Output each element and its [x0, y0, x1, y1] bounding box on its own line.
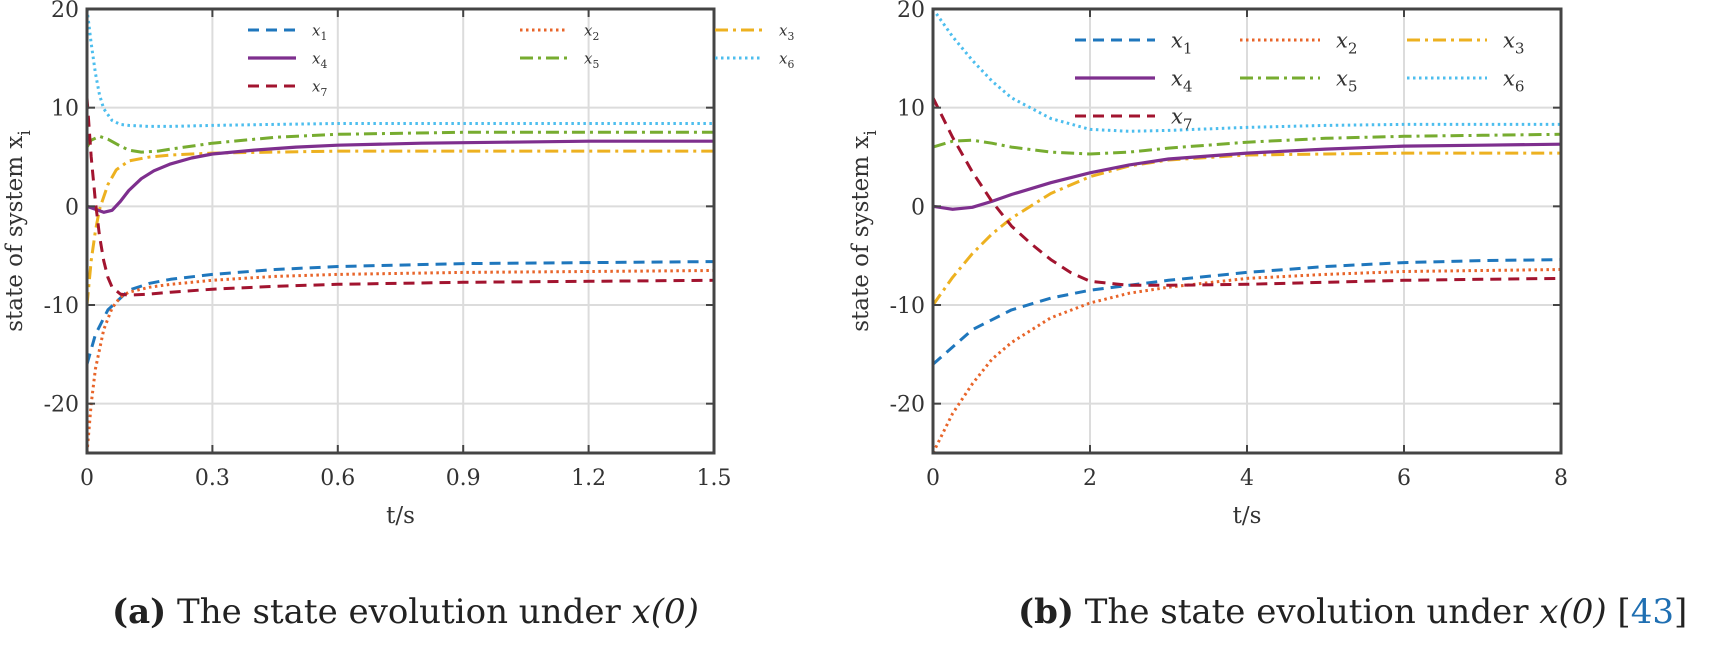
y-tick-label: 0	[65, 195, 79, 220]
chart-panel-b: 0 2 4 6 8 -20 -10 0 10 20 t/s state of system xi x1 x…	[848, 0, 1568, 529]
caption-a: (a) The state evolution under x(0)	[112, 592, 699, 632]
x-tick-label: 0	[80, 466, 94, 491]
legend-label-x4: x4	[1171, 66, 1192, 95]
legend-label-x1: x1	[1171, 28, 1192, 57]
series-line-x7	[933, 97, 1561, 287]
caption-b-ref-open: [	[1606, 592, 1631, 632]
y-tick-label: 10	[51, 97, 79, 122]
y-tick-label: -10	[44, 294, 79, 319]
y-axis-label: state of system xi	[2, 130, 35, 332]
x-tick-label: 1.2	[571, 466, 606, 491]
x-tick-label: 2	[1083, 466, 1097, 491]
caption-a-math: x(0)	[631, 592, 699, 632]
axes-box	[85, 7, 716, 455]
caption-a-text: The state evolution under	[166, 592, 632, 632]
series-line-x1	[87, 260, 714, 365]
x-tick-label: 0	[926, 466, 940, 491]
y-tick-label: 20	[51, 0, 79, 23]
series-line-x5	[933, 132, 1561, 156]
series-line-x2	[87, 269, 714, 453]
legend-label-x6: x6	[1503, 66, 1524, 95]
y-axis-label-main: state of system x	[848, 136, 874, 332]
legend-label-x7: x7	[1171, 104, 1192, 133]
x-tick-label: 0.9	[446, 466, 481, 491]
x-tick-label: 6	[1397, 466, 1411, 491]
y-tick-label: 20	[897, 0, 925, 23]
x-tick-label: 0.3	[195, 466, 230, 491]
x-tick-label: 8	[1554, 466, 1568, 491]
y-tick-label: -20	[890, 393, 925, 418]
legend-label-x5: x5	[1336, 66, 1357, 95]
legend-label-x6: x6	[779, 49, 794, 71]
series-line-x2	[933, 268, 1561, 453]
series-line-x6	[933, 9, 1561, 133]
series-line-x5	[87, 130, 714, 154]
caption-b-math: x(0)	[1539, 592, 1607, 632]
x-tick-label: 0.6	[320, 466, 355, 491]
caption-b-label: (b)	[1018, 592, 1074, 632]
caption-b-text: The state evolution under	[1073, 592, 1540, 632]
y-tick-label: -10	[890, 294, 925, 319]
legend-label-x3: x3	[1503, 28, 1524, 57]
series-line-x1	[933, 258, 1561, 366]
y-tick-label: -20	[44, 393, 79, 418]
x-tick-label: 4	[1240, 466, 1254, 491]
y-axis-label: state of system xi	[848, 130, 881, 332]
y-tick-label: 0	[911, 195, 925, 220]
y-axis-label-main: state of system x	[2, 136, 28, 332]
series-line-x6	[87, 9, 714, 128]
series-line-x3	[933, 151, 1561, 306]
legend-label-x7: x7	[312, 77, 327, 99]
caption-b: (b) The state evolution under x(0) [43]	[1018, 592, 1687, 632]
series-line-x7	[87, 97, 714, 297]
series-line-x4	[87, 139, 714, 214]
legend-label-x4: x4	[312, 49, 327, 71]
legend-label-x1: x1	[312, 21, 327, 43]
x-axis-label: t/s	[1233, 503, 1262, 529]
caption-b-ref-close: ]	[1673, 592, 1688, 632]
x-tick-label: 1.5	[697, 466, 732, 491]
chart-panel-a: 0 0.3 0.6 0.9 1.2 1.5 -20 -10 0 10 20 t/s state of s…	[2, 0, 794, 529]
legend-label-x2: x2	[1336, 28, 1357, 57]
series-line-x4	[933, 142, 1561, 211]
legend-label-x3: x3	[779, 21, 794, 43]
y-axis-label-sub: i	[861, 130, 881, 136]
x-axis-label: t/s	[386, 503, 415, 529]
y-tick-label: 10	[897, 97, 925, 122]
legend-label-x5: x5	[584, 49, 599, 71]
legend-label-x2: x2	[584, 21, 599, 43]
caption-a-label: (a)	[112, 592, 167, 632]
y-axis-label-sub: i	[15, 130, 35, 136]
caption-b-citation[interactable]: 43	[1630, 592, 1674, 632]
